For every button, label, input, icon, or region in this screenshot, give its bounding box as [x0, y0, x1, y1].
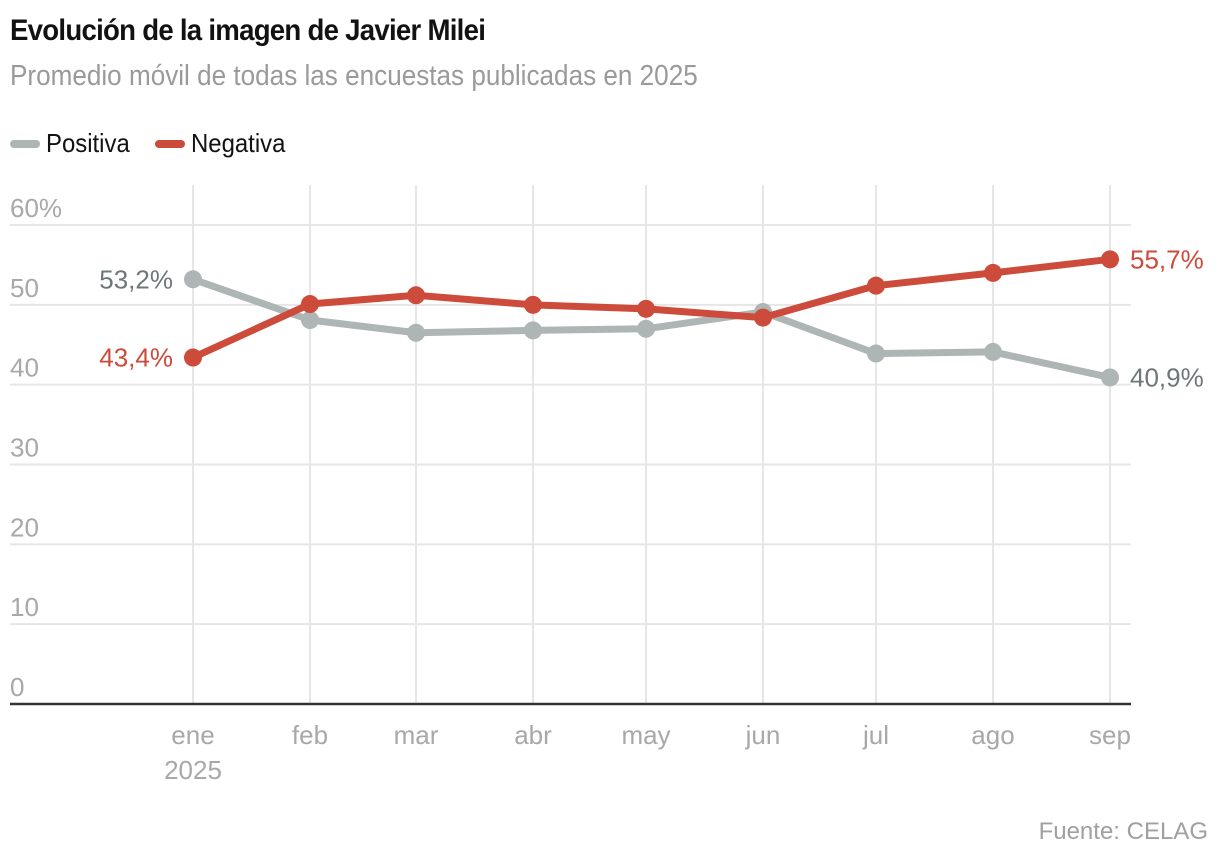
- legend: Positiva Negativa: [10, 128, 312, 159]
- data-point-positiva: [184, 270, 202, 289]
- y-tick-label: 50: [10, 273, 39, 303]
- chart-title: Evolución de la imagen de Javier Milei: [10, 14, 486, 47]
- legend-item-negativa: Negativa: [155, 128, 294, 159]
- x-tick-sublabel: 2025: [164, 755, 222, 785]
- x-tick-label: jul: [862, 720, 889, 750]
- x-tick-label: sep: [1089, 720, 1131, 750]
- data-point-negativa: [184, 348, 202, 367]
- start-label-positiva: 53,2%: [99, 264, 173, 294]
- end-label-positiva: 40,9%: [1130, 362, 1204, 392]
- y-tick-label: 0: [10, 672, 24, 702]
- end-label-negativa: 55,7%: [1130, 244, 1204, 274]
- data-point-negativa: [1101, 250, 1119, 269]
- data-point-positiva: [301, 311, 319, 330]
- data-point-negativa: [984, 263, 1002, 282]
- data-point-positiva: [524, 321, 542, 340]
- data-point-negativa: [637, 299, 655, 318]
- data-point-positiva: [1101, 368, 1119, 387]
- x-tick-label: mar: [394, 720, 439, 750]
- source-note: Fuente: CELAG: [1038, 818, 1208, 845]
- y-tick-label: 10: [10, 592, 39, 622]
- legend-swatch-positiva: [10, 139, 40, 148]
- data-point-negativa: [301, 295, 319, 314]
- data-point-positiva: [867, 344, 885, 363]
- y-tick-label: 40: [10, 353, 39, 383]
- legend-label-positiva: Positiva: [46, 128, 130, 158]
- x-tick-label: ene: [171, 720, 214, 750]
- data-point-positiva: [407, 323, 425, 342]
- legend-item-positiva: Positiva: [10, 128, 137, 159]
- y-tick-label: 60%: [10, 193, 62, 223]
- data-point-negativa: [407, 286, 425, 305]
- data-point-negativa: [867, 276, 885, 295]
- y-tick-label: 30: [10, 433, 39, 463]
- chart-subtitle: Promedio móvil de todas las encuestas pu…: [10, 60, 698, 92]
- x-tick-label: ago: [971, 720, 1014, 750]
- start-label-negativa: 43,4%: [99, 343, 173, 373]
- x-tick-label: jun: [745, 720, 781, 750]
- x-tick-label: feb: [292, 720, 328, 750]
- data-point-positiva: [984, 342, 1002, 361]
- data-point-negativa: [524, 295, 542, 314]
- legend-swatch-negativa: [155, 139, 186, 148]
- data-point-negativa: [754, 308, 772, 327]
- legend-label-negativa: Negativa: [191, 128, 286, 158]
- y-tick-label: 20: [10, 512, 39, 542]
- data-point-positiva: [637, 319, 655, 338]
- x-tick-label: abr: [514, 720, 552, 750]
- x-tick-label: may: [621, 720, 670, 750]
